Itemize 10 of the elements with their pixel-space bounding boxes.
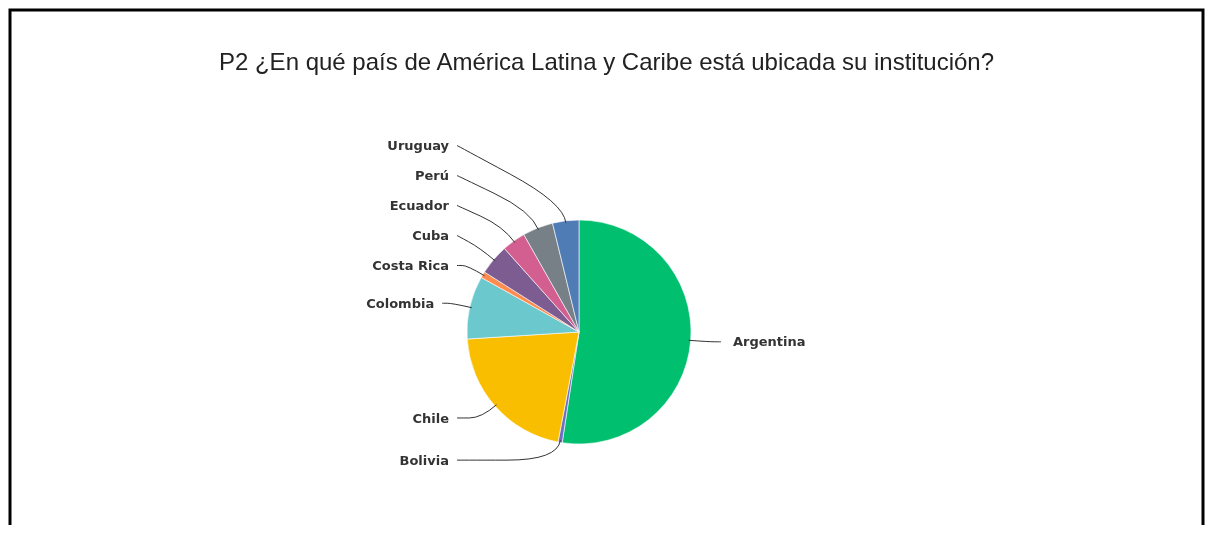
slice-label: Costa Rica [372,258,449,274]
slice-label: Bolivia [399,452,449,468]
slice-label: Argentina [733,334,806,350]
slice-label: Uruguay [387,138,450,154]
slice-label: Chile [412,410,450,426]
slice-label: Ecuador [389,198,450,214]
slice-label: Perú [414,168,449,184]
chart-title: P2 ¿En qué país de América Latina y Caribe está ubicada su institución? [218,48,995,75]
slice-label: Cuba [412,228,449,244]
slice-label: Colombia [366,295,435,311]
